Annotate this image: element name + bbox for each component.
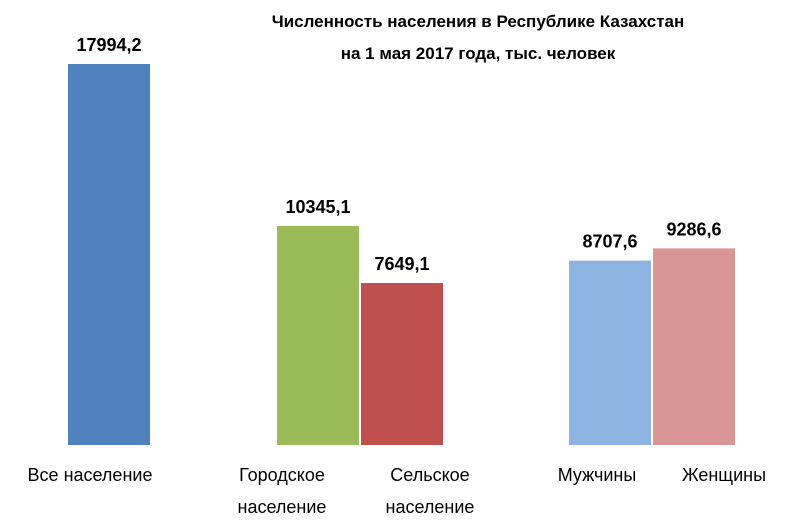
bar-women (653, 248, 735, 445)
bar-men (569, 260, 651, 445)
bar-urban-population (277, 225, 359, 445)
category-label-rural-population-line-2: население (386, 497, 475, 517)
value-label-all-population: 17994,2 (76, 35, 141, 55)
value-labels-group: 17994,2 10345,1 7649,1 8707,6 9286,6 (76, 35, 721, 274)
chart-title-line-2: на 1 мая 2017 года, тыс. человек (341, 44, 616, 63)
category-label-women-line-1: Женщины (682, 465, 766, 485)
bars-group (68, 64, 735, 445)
category-label-all-population-line-1: Все население (28, 465, 153, 485)
category-label-urban-population-line-1: Городское (239, 465, 325, 485)
category-label-men-line-1: Мужчины (558, 465, 637, 485)
bar-rural-population (361, 283, 443, 445)
value-label-women: 9286,6 (666, 219, 721, 239)
category-label-rural-population-line-1: Сельское (390, 465, 469, 485)
category-labels-group: Все население Городское население Сельское н… (28, 465, 767, 517)
value-label-men: 8707,6 (582, 232, 637, 252)
value-label-rural-population: 7649,1 (374, 254, 429, 274)
category-label-urban-population-line-2: население (238, 497, 327, 517)
chart-title-line-1: Численность населения в Республике Казах… (272, 12, 685, 31)
chart-title: Численность населения в Республике Казах… (272, 12, 685, 63)
value-label-urban-population: 10345,1 (285, 197, 350, 217)
bar-all-population (68, 64, 150, 445)
